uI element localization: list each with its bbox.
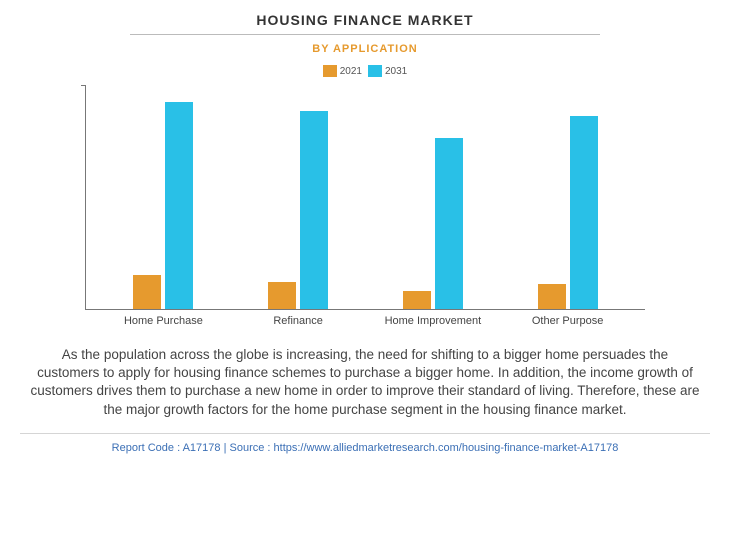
- footer-separator: |: [221, 442, 230, 454]
- bar-2031: [570, 116, 598, 310]
- legend: 2021 2031: [323, 65, 408, 77]
- bar-2031: [300, 111, 328, 309]
- bar-group-other-purpose: Other Purpose: [538, 116, 598, 310]
- bar-2031: [435, 138, 463, 309]
- bar-2021: [538, 284, 566, 309]
- bar-group-home-purchase: Home Purchase: [133, 102, 193, 309]
- category-label: Other Purpose: [532, 315, 604, 327]
- legend-item-2031: 2031: [368, 65, 407, 77]
- legend-item-2021: 2021: [323, 65, 362, 77]
- chart-subtitle: BY APPLICATION: [312, 43, 417, 55]
- report-footer: Report Code : A17178 | Source : https://…: [20, 433, 710, 454]
- report-code-label: Report Code :: [112, 442, 183, 454]
- legend-label-2031: 2031: [385, 66, 407, 77]
- category-label: Home Improvement: [385, 315, 482, 327]
- report-code: A17178: [183, 442, 221, 454]
- chart-description: As the population across the globe is in…: [20, 346, 710, 419]
- source-url: https://www.alliedmarketresearch.com/hou…: [274, 442, 619, 454]
- category-label: Refinance: [273, 315, 323, 327]
- bar-group-refinance: Refinance: [268, 111, 328, 309]
- bar-2021: [133, 275, 161, 309]
- chart-title: HOUSING FINANCE MARKET: [130, 12, 599, 35]
- bar-2031: [165, 102, 193, 309]
- chart-plot-area: Home Purchase Refinance Home Improvement…: [85, 85, 645, 310]
- legend-swatch-2031: [368, 65, 382, 77]
- bar-group-home-improvement: Home Improvement: [403, 138, 463, 309]
- bar-2021: [268, 282, 296, 309]
- source-label: Source :: [230, 442, 274, 454]
- bar-2021: [403, 291, 431, 309]
- y-axis-tick: [81, 85, 86, 86]
- legend-swatch-2021: [323, 65, 337, 77]
- legend-label-2021: 2021: [340, 66, 362, 77]
- category-label: Home Purchase: [124, 315, 203, 327]
